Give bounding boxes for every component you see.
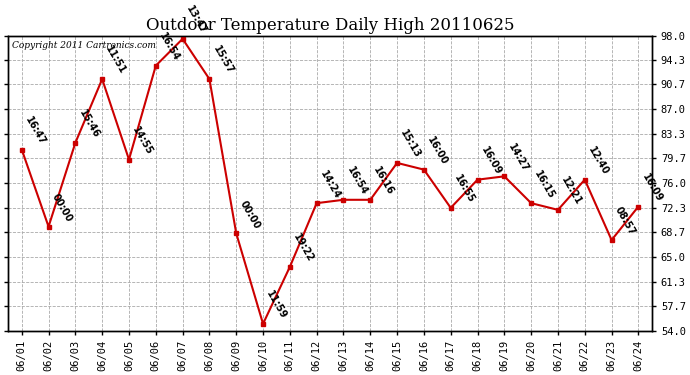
Title: Outdoor Temperature Daily High 20110625: Outdoor Temperature Daily High 20110625 <box>146 17 514 34</box>
Text: 19:22: 19:22 <box>291 232 315 264</box>
Text: 14:24: 14:24 <box>318 168 342 200</box>
Text: 15:13: 15:13 <box>399 128 423 160</box>
Text: 16:16: 16:16 <box>372 165 396 197</box>
Text: 12:40: 12:40 <box>586 145 611 177</box>
Text: 16:55: 16:55 <box>452 173 476 205</box>
Text: 16:47: 16:47 <box>23 115 48 147</box>
Text: 14:55: 14:55 <box>130 125 155 157</box>
Text: 16:09: 16:09 <box>640 172 664 204</box>
Text: 16:00: 16:00 <box>425 135 449 167</box>
Text: 16:54: 16:54 <box>345 165 369 197</box>
Text: 16:09: 16:09 <box>479 145 503 177</box>
Text: 13:47: 13:47 <box>184 4 208 36</box>
Text: 12:21: 12:21 <box>560 175 584 207</box>
Text: 16:15: 16:15 <box>533 168 557 200</box>
Text: 08:57: 08:57 <box>613 205 637 237</box>
Text: 11:51: 11:51 <box>104 45 128 76</box>
Text: 15:46: 15:46 <box>77 108 101 140</box>
Text: 16:54: 16:54 <box>157 31 181 63</box>
Text: 00:00: 00:00 <box>237 199 262 231</box>
Text: 00:00: 00:00 <box>50 192 74 224</box>
Text: Copyright 2011 Cartronics.com: Copyright 2011 Cartronics.com <box>12 41 155 50</box>
Text: 14:27: 14:27 <box>506 142 530 174</box>
Text: 11:59: 11:59 <box>264 289 288 321</box>
Text: 15:57: 15:57 <box>211 45 235 76</box>
